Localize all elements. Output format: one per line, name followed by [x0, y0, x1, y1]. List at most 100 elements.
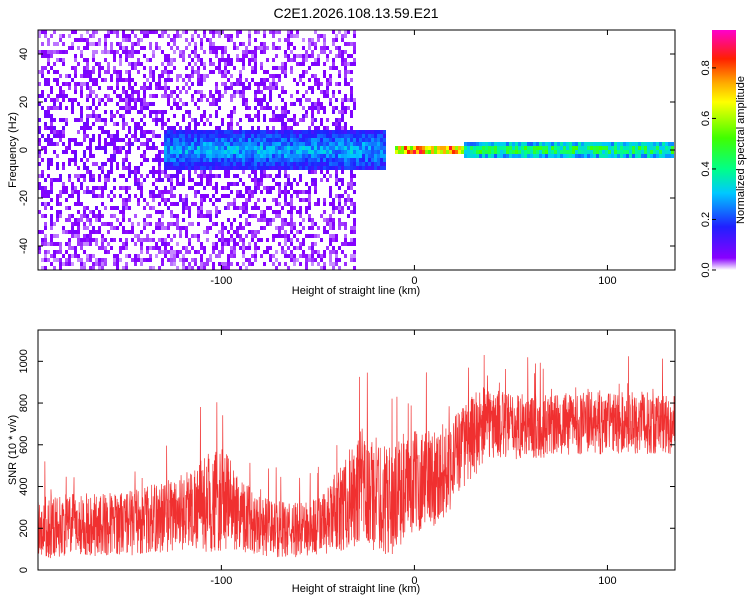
- heatmap-cell: [362, 162, 365, 166]
- heatmap-cell: [182, 102, 185, 106]
- heatmap-cell: [188, 166, 191, 170]
- heatmap-cell: [665, 150, 668, 154]
- heatmap-cell: [305, 258, 308, 262]
- heatmap-cell: [365, 162, 368, 166]
- heatmap-cell: [137, 98, 140, 102]
- heatmap-cell: [269, 162, 272, 166]
- heatmap-cell: [125, 166, 128, 170]
- heatmap-cell: [329, 66, 332, 70]
- heatmap-cell: [53, 234, 56, 238]
- heatmap-cell: [104, 246, 107, 250]
- heatmap-cell: [248, 230, 251, 234]
- heatmap-cell: [308, 134, 311, 138]
- heatmap-cell: [119, 78, 122, 82]
- heatmap-cell: [263, 130, 266, 134]
- heatmap-cell: [257, 246, 260, 250]
- heatmap-cell: [584, 154, 587, 158]
- heatmap-cell: [329, 258, 332, 262]
- heatmap-cell: [272, 262, 275, 266]
- heatmap-cell: [80, 218, 83, 222]
- heatmap-cell: [47, 202, 50, 206]
- heatmap-cell: [143, 130, 146, 134]
- heatmap-cell: [275, 130, 278, 134]
- heatmap-cell: [395, 146, 398, 150]
- heatmap-cell: [314, 250, 317, 254]
- heatmap-cell: [92, 30, 95, 34]
- heatmap-cell: [254, 134, 257, 138]
- heatmap-cell: [56, 178, 59, 182]
- heatmap-cell: [272, 178, 275, 182]
- heatmap-cell: [44, 258, 47, 262]
- heatmap-cell: [218, 238, 221, 242]
- heatmap-cell: [194, 182, 197, 186]
- heatmap-cell: [314, 30, 317, 34]
- heatmap-cell: [305, 266, 308, 270]
- heatmap-cell: [47, 174, 50, 178]
- heatmap-cell: [146, 214, 149, 218]
- heatmap-cell: [341, 102, 344, 106]
- heatmap-cell: [335, 174, 338, 178]
- heatmap-cell: [269, 106, 272, 110]
- heatmap-cell: [512, 142, 515, 146]
- heatmap-cell: [170, 202, 173, 206]
- heatmap-cell: [146, 78, 149, 82]
- heatmap-cell: [344, 166, 347, 170]
- heatmap-cell: [62, 118, 65, 122]
- heatmap-cell: [116, 138, 119, 142]
- heatmap-cell: [605, 142, 608, 146]
- heatmap-cell: [119, 138, 122, 142]
- heatmap-cell: [137, 234, 140, 238]
- heatmap-cell: [350, 150, 353, 154]
- heatmap-cell: [620, 150, 623, 154]
- heatmap-cell: [185, 202, 188, 206]
- heatmap-cell: [284, 194, 287, 198]
- heatmap-cell: [353, 222, 356, 226]
- heatmap-cell: [62, 150, 65, 154]
- heatmap-cell: [128, 78, 131, 82]
- heatmap-cell: [80, 74, 83, 78]
- heatmap-cell: [242, 194, 245, 198]
- heatmap-cell: [230, 250, 233, 254]
- heatmap-cell: [365, 142, 368, 146]
- heatmap-cell: [533, 146, 536, 150]
- heatmap-cell: [83, 166, 86, 170]
- heatmap-cell: [584, 146, 587, 150]
- heatmap-cell: [122, 242, 125, 246]
- heatmap-cell: [128, 98, 131, 102]
- heatmap-cell: [236, 82, 239, 86]
- heatmap-cell: [326, 138, 329, 142]
- heatmap-cell: [341, 166, 344, 170]
- heatmap-cell: [62, 134, 65, 138]
- heatmap-cell: [293, 206, 296, 210]
- heatmap-cell: [134, 258, 137, 262]
- heatmap-cell: [353, 166, 356, 170]
- heatmap-cell: [203, 146, 206, 150]
- heatmap-cell: [569, 142, 572, 146]
- heatmap-cell: [170, 186, 173, 190]
- heatmap-cell: [329, 190, 332, 194]
- heatmap-cell: [191, 118, 194, 122]
- heatmap-cell: [173, 166, 176, 170]
- heatmap-cell: [377, 142, 380, 146]
- heatmap-cell: [221, 146, 224, 150]
- heatmap-cell: [95, 114, 98, 118]
- heatmap-cell: [485, 154, 488, 158]
- heatmap-cell: [119, 58, 122, 62]
- heatmap-cell: [278, 182, 281, 186]
- heatmap-cell: [227, 206, 230, 210]
- heatmap-cell: [113, 186, 116, 190]
- heatmap-cell: [152, 194, 155, 198]
- heatmap-cell: [251, 194, 254, 198]
- heatmap-cell: [257, 186, 260, 190]
- heatmap-cell: [95, 106, 98, 110]
- heatmap-cell: [296, 190, 299, 194]
- heatmap-cell: [86, 206, 89, 210]
- heatmap-cell: [164, 82, 167, 86]
- heatmap-cell: [347, 206, 350, 210]
- heatmap-cell: [140, 86, 143, 90]
- heatmap-cell: [167, 258, 170, 262]
- heatmap-cell: [356, 150, 359, 154]
- heatmap-cell: [551, 150, 554, 154]
- heatmap-cell: [113, 138, 116, 142]
